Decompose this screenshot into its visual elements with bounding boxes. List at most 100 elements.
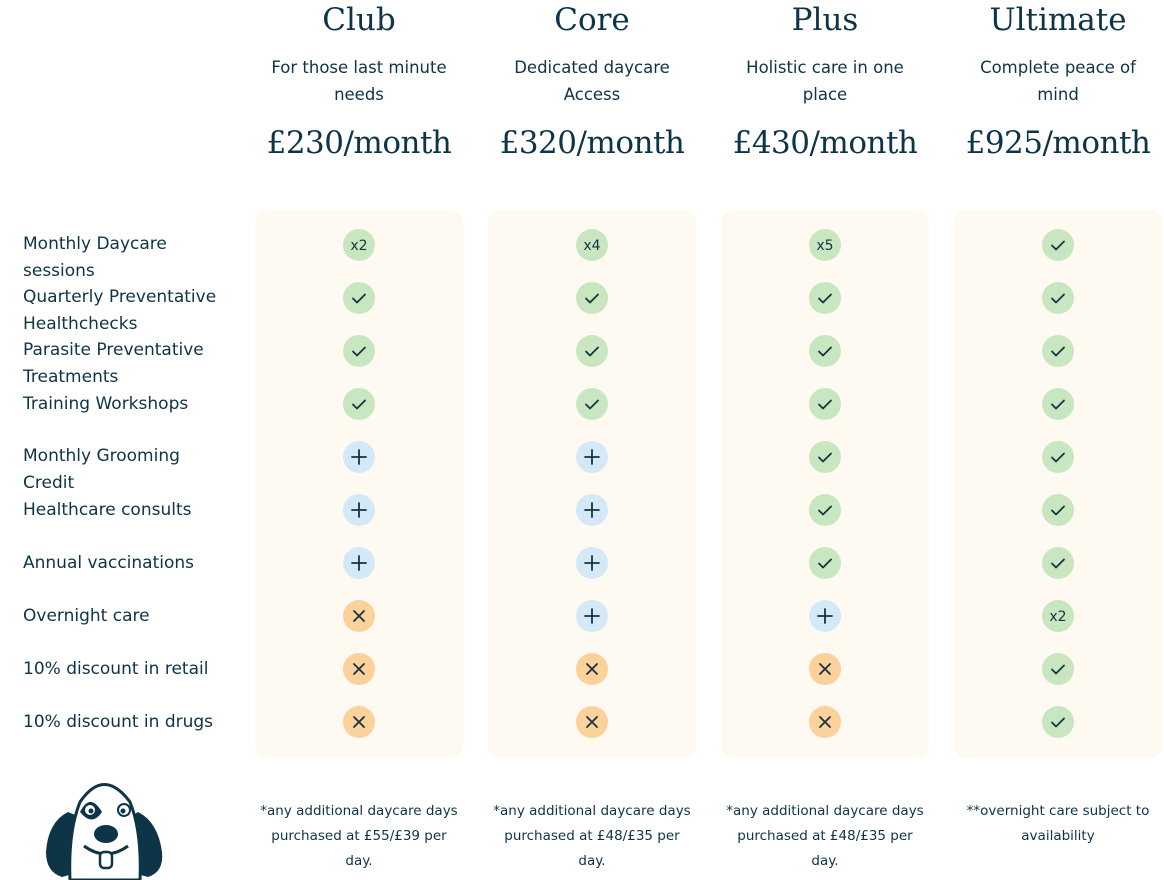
plan-tagline: Complete peace of mind (942, 54, 1164, 108)
check-icon (1051, 452, 1065, 463)
plan-price: £925/month (965, 125, 1151, 161)
plan-tagline: For those last minute needs (243, 54, 475, 108)
feature-cell (576, 335, 608, 367)
cross-icon (353, 610, 365, 622)
feature-cell (1042, 441, 1074, 473)
text-line: Parasite Preventative (23, 340, 204, 360)
feature-cell (343, 653, 375, 685)
plan-tagline: Holistic care in one place (709, 54, 941, 108)
feature-cell: x5 (809, 229, 841, 261)
plan-tagline: Dedicated daycare Access (476, 54, 708, 108)
feature-label: Overnight care (23, 603, 238, 630)
check-icon (1051, 717, 1065, 728)
cell-text: x5 (816, 238, 833, 254)
text-line: Monthly Daycare (23, 234, 167, 254)
check-icon (1051, 664, 1065, 675)
feature-cell (343, 706, 375, 738)
feature-cell (1042, 229, 1074, 261)
plan-footnote: *any additional daycare days purchased at… (243, 799, 475, 874)
text-line: 10% discount in drugs (23, 711, 214, 732)
plus-icon (817, 608, 833, 624)
feature-label: Annual vaccinations (23, 550, 238, 577)
plan-price: £320/month (499, 125, 685, 161)
feature-label: Monthly Grooming Credit (23, 443, 238, 497)
feature-cell (576, 653, 608, 685)
check-icon (818, 558, 832, 569)
check-icon (818, 399, 832, 410)
feature-label: Training Workshops (23, 391, 238, 418)
check-icon (1051, 558, 1065, 569)
dog-illustration (46, 783, 163, 880)
text-line: Healthcare consults (23, 499, 192, 520)
text-line: Training Workshops (23, 393, 189, 414)
feature-cell (576, 494, 608, 526)
plan-footnote: *any additional daycare days purchased at… (476, 799, 708, 874)
feature-cell (1042, 494, 1074, 526)
check-icon (585, 399, 599, 410)
text-line: **overnight care subject to (966, 803, 1150, 819)
feature-cell (809, 706, 841, 738)
feature-label: Parasite Preventative Treatments (23, 337, 238, 391)
feature-cell (1042, 282, 1074, 314)
feature-cell (1042, 388, 1074, 420)
text-line: Dedicated daycare (514, 58, 670, 77)
feature-cell (576, 282, 608, 314)
plus-icon (584, 608, 600, 624)
cell-text: x2 (350, 238, 367, 254)
check-icon (1051, 240, 1065, 251)
cross-icon (586, 716, 598, 728)
check-icon (818, 452, 832, 463)
text-line: Credit (23, 473, 75, 493)
plan-price: £230/month (266, 125, 452, 161)
feature-cell (809, 388, 841, 420)
plus-icon (351, 502, 367, 518)
feature-cell (809, 441, 841, 473)
text-line: purchased at £55/£39 per (271, 828, 447, 844)
feature-cell (809, 282, 841, 314)
check-icon (585, 293, 599, 304)
plan-name: Core (554, 2, 630, 38)
feature-cell (576, 388, 608, 420)
feature-cell (1042, 335, 1074, 367)
plus-icon (584, 502, 600, 518)
feature-cell: x4 (576, 229, 608, 261)
text-line: availability (1021, 828, 1095, 844)
text-line: Monthly Grooming (23, 446, 180, 466)
text-line: day. (578, 853, 606, 869)
check-icon (818, 505, 832, 516)
feature-cell (343, 335, 375, 367)
cell-text: x2 (1049, 609, 1066, 625)
feature-cell (343, 388, 375, 420)
plan-price: £430/month (732, 125, 918, 161)
cross-icon (353, 663, 365, 675)
feature-cell (343, 547, 375, 579)
text-line: day. (345, 853, 373, 869)
check-icon (818, 293, 832, 304)
text-line: day. (811, 853, 839, 869)
plan-footnote: *any additional daycare days purchased at… (709, 799, 941, 874)
plan-name: Plus (791, 2, 859, 38)
cross-icon (819, 663, 831, 675)
check-icon (1051, 505, 1065, 516)
text-line: *any additional daycare days (726, 803, 924, 819)
text-line: needs (334, 85, 384, 104)
feature-cell (809, 494, 841, 526)
text-line: purchased at £48/£35 per (737, 828, 913, 844)
feature-label: Quarterly Preventative Healthchecks (23, 284, 238, 338)
check-icon (818, 346, 832, 357)
feature-cell (1042, 706, 1074, 738)
plan-name: Ultimate (989, 2, 1127, 38)
text-line: Quarterly Preventative (23, 287, 217, 307)
feature-cell (343, 441, 375, 473)
plus-icon (584, 555, 600, 571)
plus-icon (351, 449, 367, 465)
feature-cell (576, 600, 608, 632)
check-icon (1051, 346, 1065, 357)
feature-label: 10% discount in drugs (23, 709, 238, 736)
feature-label: 10% discount in retail (23, 656, 238, 683)
cross-icon (586, 663, 598, 675)
check-icon (352, 346, 366, 357)
feature-cell (1042, 547, 1074, 579)
text-line: Treatments (23, 367, 119, 387)
